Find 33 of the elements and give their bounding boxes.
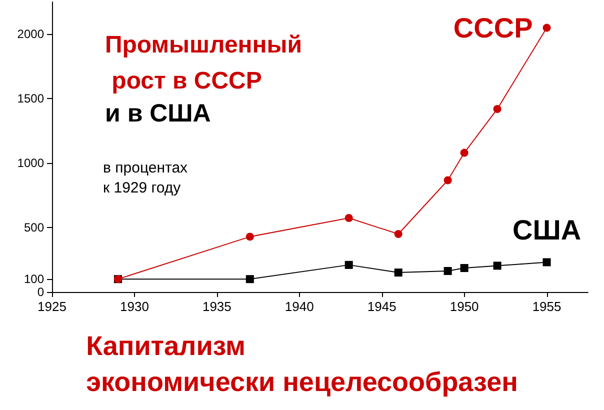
x-tick-label: 1945 [367,299,396,314]
point [444,176,452,184]
point [394,268,402,277]
text: Промышленный рост в СССР [105,32,302,94]
series-label: США [512,214,582,246]
x-tick-label: 1930 [120,299,149,314]
x-tick-label: 1935 [202,299,232,314]
y-tick-label: 500 [24,220,44,235]
point [460,264,468,272]
x-tick-label: 1940 [284,299,314,314]
point [542,258,551,266]
point [246,232,254,241]
x-tick-label: 1925 [38,299,66,314]
series-label: СССР [453,12,533,44]
point [444,266,452,275]
x-tick-label: 1950 [450,299,479,314]
y-tick-label: 1500 [17,92,44,106]
point [493,262,502,270]
point [344,214,353,222]
y-tick-label: 100 [24,272,44,286]
y-tick-label: 2000 [17,27,44,42]
text: и в США [105,100,211,128]
y-tick-label: 1000 [17,156,44,170]
point [493,104,502,113]
text: Капитализм экономически нецелесообразен [86,331,518,397]
x-tick-label: 1955 [532,299,562,314]
point [542,24,551,32]
point [246,275,254,284]
point [394,230,402,238]
point [460,148,468,157]
y-tick-label: 0 [37,285,44,299]
point [344,260,353,269]
annotation: в процентах к 1929 году [103,160,188,196]
